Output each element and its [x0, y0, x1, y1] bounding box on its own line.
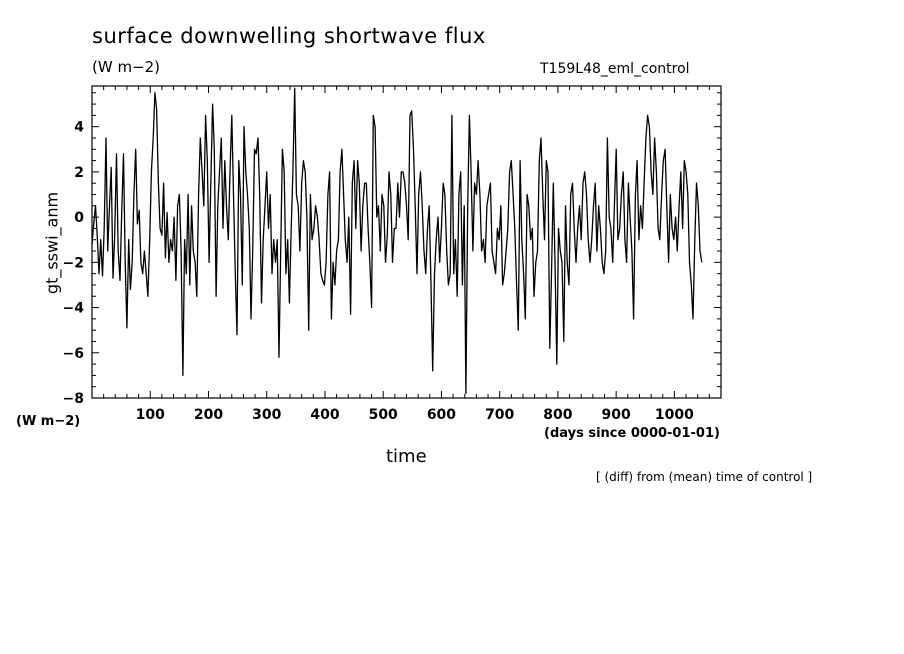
- run-name-label: T159L48_eml_control: [540, 61, 690, 77]
- y-tick-label: 2: [74, 165, 84, 181]
- y-tick-label: −6: [63, 346, 84, 362]
- x-tick-label: 800: [543, 407, 572, 423]
- x-tick-label: 400: [310, 407, 339, 423]
- x-tick-label: 300: [252, 407, 281, 423]
- x-tick-label: 1000: [655, 407, 694, 423]
- x-tick-label: 900: [602, 407, 631, 423]
- x-tick-label: 100: [136, 407, 165, 423]
- y-tick-label: 0: [74, 210, 84, 226]
- series-line: [91, 87, 703, 395]
- x-axis-label: time: [386, 446, 427, 467]
- y-axis-units: (W m−2): [16, 414, 81, 429]
- x-tick-label: 500: [369, 407, 398, 423]
- y-tick-label: 4: [74, 120, 84, 136]
- x-tick-label: 600: [427, 407, 456, 423]
- units-label: (W m−2): [92, 58, 161, 76]
- y-tick-label: −4: [63, 301, 85, 317]
- y-tick-label: −8: [63, 391, 84, 407]
- chart-title: surface downwelling shortwave flux: [92, 24, 486, 48]
- y-tick-label: −2: [63, 255, 84, 271]
- x-tick-label: 200: [194, 407, 223, 423]
- x-axis-units: (days since 0000-01-01): [544, 426, 720, 441]
- axis-tick-labels: 100 200 300 400 500 600 700 800 900 1000 4 2 0 −2 −4 −6…: [63, 120, 695, 423]
- footnote: [ (diff) from (mean) time of control ]: [596, 470, 813, 484]
- x-tick-label: 700: [485, 407, 514, 423]
